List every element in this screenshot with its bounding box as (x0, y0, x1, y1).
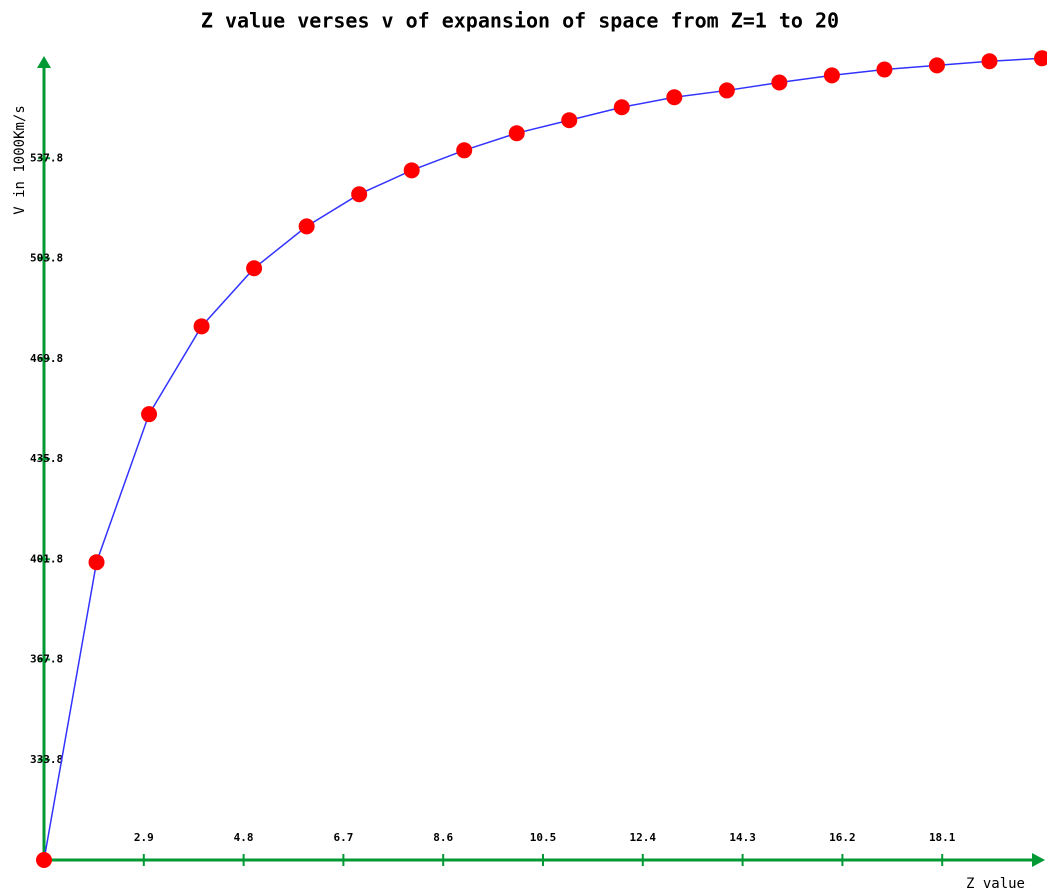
x-tick-label: 16.2 (829, 831, 856, 844)
y-axis-label: V in 1000Km/s (12, 105, 28, 215)
data-point (771, 74, 788, 91)
data-line (43, 57, 1043, 861)
y-tick-label: 367.8 (30, 653, 63, 666)
data-point (193, 318, 210, 335)
x-tick-label: 14.3 (729, 831, 756, 844)
data-point (561, 112, 578, 129)
y-tick-label: 537.8 (30, 151, 63, 164)
y-tick-label: 435.8 (30, 452, 63, 465)
data-point (823, 67, 840, 84)
data-point (351, 186, 368, 203)
y-tick-label: 469.8 (30, 352, 63, 365)
data-point (141, 406, 158, 423)
data-point (666, 89, 683, 106)
data-point (298, 218, 315, 235)
x-tick-label: 10.5 (530, 831, 557, 844)
y-tick-label: 503.8 (30, 252, 63, 265)
data-point (928, 57, 945, 74)
x-tick-label: 12.4 (630, 831, 657, 844)
data-point (1034, 50, 1047, 67)
data-point (403, 162, 420, 179)
data-point (36, 852, 52, 868)
y-axis-arrow (37, 56, 51, 68)
data-point (456, 142, 473, 159)
x-tick-label: 6.7 (333, 831, 353, 844)
x-tick-label: 2.9 (134, 831, 154, 844)
data-point (876, 61, 893, 78)
y-tick-label: 333.8 (30, 753, 63, 766)
data-point (508, 125, 525, 142)
data-point (246, 260, 263, 277)
data-point (613, 99, 630, 116)
data-point (981, 53, 998, 70)
y-tick-label: 401.8 (30, 552, 63, 565)
x-axis-label: Z value (966, 876, 1025, 892)
x-axis-arrow (1032, 853, 1045, 867)
x-tick-label: 4.8 (234, 831, 254, 844)
x-tick-label: 18.1 (929, 831, 956, 844)
chart-title: Z value verses v of expansion of space f… (201, 9, 839, 33)
data-point (88, 554, 105, 571)
x-tick-label: 8.6 (433, 831, 453, 844)
data-point (718, 82, 735, 99)
